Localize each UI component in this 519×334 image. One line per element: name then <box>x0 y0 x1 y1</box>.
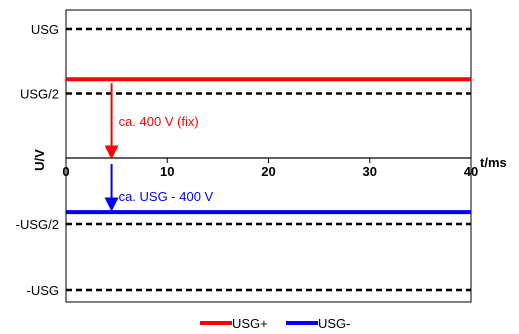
legend-label: USG- <box>318 316 351 331</box>
y-tick-label: USG <box>31 22 59 37</box>
legend-label: USG+ <box>232 316 268 331</box>
x-tick-label: 20 <box>261 164 275 179</box>
y-tick-labels: USG USG/2 -USG/2 -USG <box>16 22 59 298</box>
y-axis-title: U/V <box>32 149 47 171</box>
legend: USG+ USG- <box>200 316 351 331</box>
x-tick-label: 0 <box>62 164 69 179</box>
y-tick-label: -USG <box>27 283 60 298</box>
x-tick-label: 10 <box>160 164 174 179</box>
plot-frame <box>65 9 472 303</box>
x-axis: 0 10 20 30 40 <box>62 157 478 179</box>
x-tick-label: 40 <box>464 164 478 179</box>
annotation-label: ca. USG - 400 V <box>119 189 214 204</box>
y-tick-label: USG/2 <box>20 87 59 102</box>
x-axis-title: t/ms <box>480 155 507 170</box>
annotations: ca. 400 V (fix) ca. USG - 400 V <box>104 83 214 212</box>
reference-lines <box>66 27 471 292</box>
x-tick-label: 30 <box>363 164 377 179</box>
y-tick-label: -USG/2 <box>16 217 59 232</box>
series-lines <box>66 77 471 215</box>
annotation-label: ca. 400 V (fix) <box>119 114 199 129</box>
